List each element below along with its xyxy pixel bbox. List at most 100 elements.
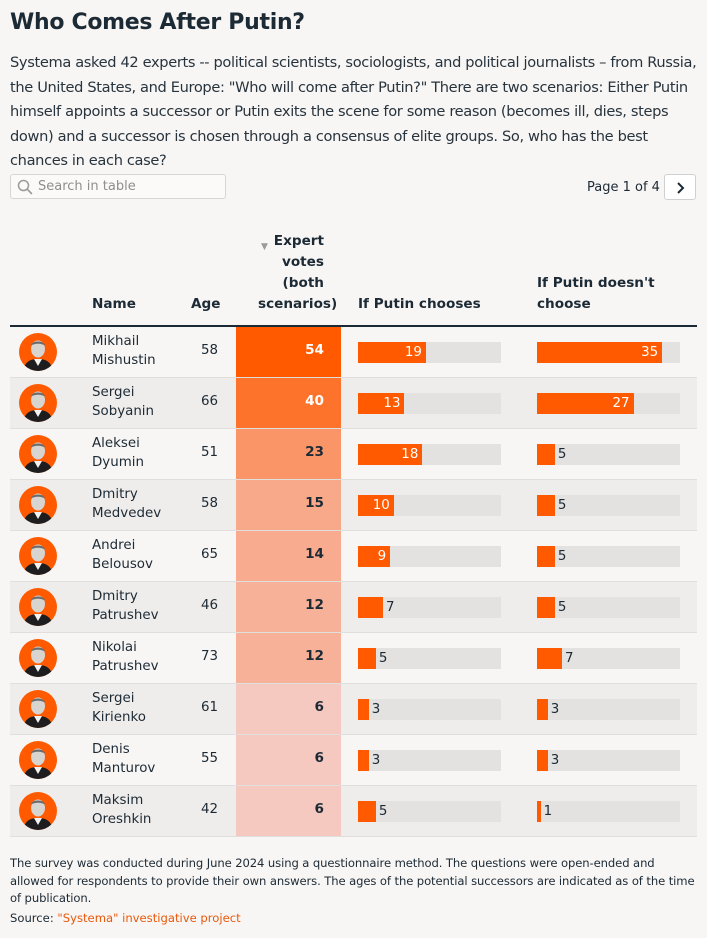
avatar — [19, 741, 57, 779]
candidate-name: Sergei Kirienko — [92, 689, 192, 727]
source-link[interactable]: "Systema" investigative project — [57, 911, 241, 925]
expert-votes-value: 40 — [305, 393, 324, 409]
avatar — [19, 537, 57, 575]
expert-votes-value: 6 — [314, 750, 324, 766]
if-putin-chooses-label: 10 — [372, 498, 390, 513]
first-name: Mikhail — [92, 334, 140, 349]
expert-votes-cell: 12 — [236, 633, 341, 683]
avatar — [19, 690, 57, 728]
if-putin-doesnt-choose-track: 3 — [537, 750, 680, 771]
candidate-name: Dmitry Patrushev — [92, 587, 192, 625]
column-header-expert-votes-label: Expert votes (both scenarios) — [258, 233, 338, 312]
person-silhouette-icon — [23, 493, 53, 524]
table-row: Sergei Sobyanin 66 40 13 27 — [10, 378, 697, 429]
avatar — [19, 639, 57, 677]
header-divider — [10, 325, 697, 327]
search-box[interactable] — [10, 174, 226, 199]
column-header-name[interactable]: Name — [92, 296, 136, 312]
if-putin-chooses-track: 9 — [358, 546, 501, 567]
next-page-button[interactable] — [664, 174, 696, 200]
sort-descending-icon: ▼ — [261, 242, 268, 252]
if-putin-chooses-bar — [358, 801, 376, 822]
if-putin-chooses-label: 3 — [371, 702, 381, 717]
if-putin-chooses-track: 3 — [358, 750, 501, 771]
if-putin-chooses-track: 7 — [358, 597, 501, 618]
if-putin-doesnt-choose-bar — [537, 546, 555, 567]
if-putin-doesnt-choose-label: 3 — [550, 753, 560, 768]
candidate-name: Denis Manturov — [92, 740, 192, 778]
age-value: 61 — [200, 700, 218, 715]
avatar — [19, 435, 57, 473]
last-name: Belousov — [92, 557, 153, 572]
last-name: Sobyanin — [92, 404, 155, 419]
if-putin-doesnt-choose-label: 35 — [641, 345, 659, 360]
chevron-right-icon — [677, 182, 685, 194]
column-header-age[interactable]: Age — [191, 296, 221, 312]
person-silhouette-icon — [23, 340, 53, 371]
avatar — [19, 792, 57, 830]
if-putin-chooses-label: 13 — [383, 396, 401, 411]
expert-votes-value: 12 — [305, 597, 324, 613]
expert-votes-value: 12 — [305, 648, 324, 664]
column-header-if-putin-chooses[interactable]: If Putin chooses — [358, 296, 481, 312]
table-row: Denis Manturov 55 6 3 3 — [10, 735, 697, 786]
expert-votes-cell: 6 — [236, 786, 341, 836]
first-name: Nikolai — [92, 640, 137, 655]
candidate-name: Aleksei Dyumin — [92, 434, 192, 472]
table-row: Dmitry Patrushev 46 12 7 5 — [10, 582, 697, 633]
if-putin-chooses-bar — [358, 495, 394, 516]
if-putin-doesnt-choose-label: 27 — [612, 396, 630, 411]
if-putin-doesnt-choose-label: 5 — [557, 600, 567, 615]
age-value: 42 — [200, 802, 218, 817]
person-silhouette-icon — [23, 391, 53, 422]
expert-votes-value: 54 — [305, 342, 324, 358]
if-putin-chooses-track: 18 — [358, 444, 501, 465]
person-silhouette-icon — [23, 595, 53, 626]
if-putin-doesnt-choose-bar — [537, 597, 555, 618]
candidate-name: Sergei Sobyanin — [92, 383, 192, 421]
if-putin-doesnt-choose-track: 5 — [537, 597, 680, 618]
expert-votes-cell: 14 — [236, 531, 341, 581]
if-putin-chooses-track: 5 — [358, 648, 501, 669]
person-silhouette-icon — [23, 646, 53, 677]
person-silhouette-icon — [23, 544, 53, 575]
table-row: Maksim Oreshkin 42 6 5 1 — [10, 786, 697, 837]
person-silhouette-icon — [23, 799, 53, 830]
last-name: Oreshkin — [92, 812, 152, 827]
expert-votes-cell: 12 — [236, 582, 341, 632]
page-indicator: Page 1 of 4 — [587, 180, 660, 195]
first-name: Aleksei — [92, 436, 140, 451]
if-putin-doesnt-choose-bar — [537, 699, 548, 720]
if-putin-chooses-label: 18 — [401, 447, 419, 462]
last-name: Manturov — [92, 761, 156, 776]
if-putin-chooses-track: 10 — [358, 495, 501, 516]
person-silhouette-icon — [23, 442, 53, 473]
table-row: Nikolai Patrushev 73 12 5 7 — [10, 633, 697, 684]
column-header-if-putin-doesnt-choose[interactable]: If Putin doesn't choose — [537, 275, 655, 312]
if-putin-chooses-bar — [358, 546, 391, 567]
expert-votes-value: 6 — [314, 699, 324, 715]
if-putin-chooses-track: 19 — [358, 342, 501, 363]
table-row: Andrei Belousov 65 14 9 5 — [10, 531, 697, 582]
first-name: Andrei — [92, 538, 136, 553]
if-putin-doesnt-choose-bar — [537, 801, 541, 822]
candidate-name: Andrei Belousov — [92, 536, 192, 574]
if-putin-chooses-bar — [358, 597, 384, 618]
first-name: Sergei — [92, 691, 135, 706]
if-putin-doesnt-choose-track: 5 — [537, 546, 680, 567]
if-putin-chooses-label: 19 — [404, 345, 422, 360]
if-putin-chooses-label: 3 — [371, 753, 381, 768]
if-putin-doesnt-choose-bar — [537, 495, 555, 516]
expert-votes-cell: 6 — [236, 684, 341, 734]
if-putin-doesnt-choose-track: 3 — [537, 699, 680, 720]
expert-votes-cell: 6 — [236, 735, 341, 785]
column-header-expert-votes[interactable]: ▼ Expert votes (both scenarios) — [258, 231, 337, 315]
expert-votes-cell: 40 — [236, 378, 341, 428]
last-name: Patrushev — [92, 608, 159, 623]
first-name: Dmitry — [92, 487, 138, 502]
search-input[interactable] — [38, 176, 218, 197]
first-name: Dmitry — [92, 589, 138, 604]
if-putin-chooses-label: 7 — [386, 600, 395, 615]
if-putin-doesnt-choose-track: 5 — [537, 444, 680, 465]
last-name: Medvedev — [92, 506, 162, 521]
